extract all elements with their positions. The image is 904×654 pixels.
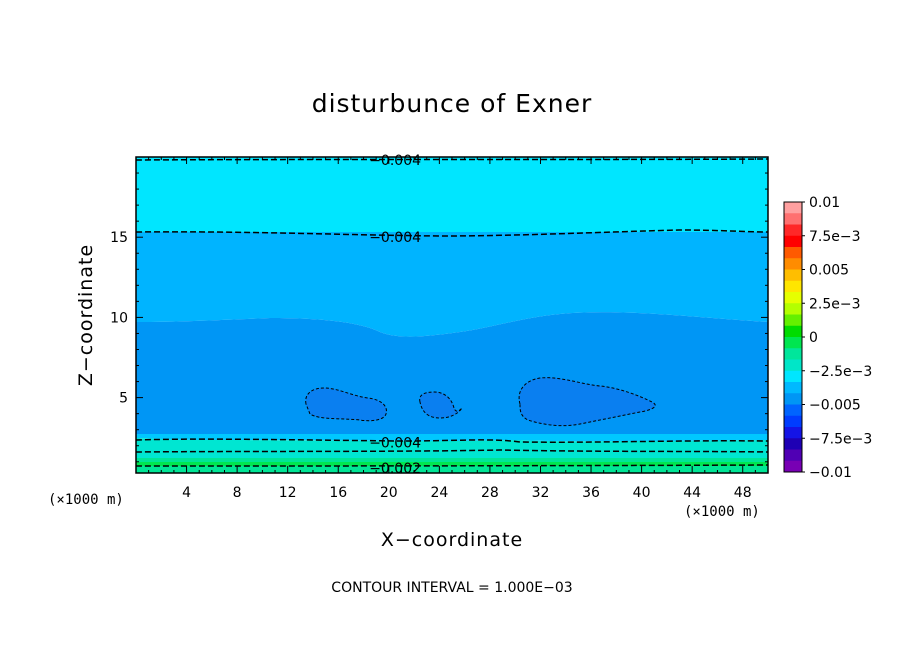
colorbar-cell xyxy=(784,325,802,338)
colorbar-cell xyxy=(784,258,802,270)
y-tick-label: 10 xyxy=(110,310,128,326)
x-tick-label: 36 xyxy=(582,485,600,501)
contour-lines xyxy=(136,158,768,467)
band-green-1 xyxy=(136,438,768,458)
contour-line-upper xyxy=(136,229,768,237)
plot-area xyxy=(136,157,768,473)
colorbar-tick-label: −0.005 xyxy=(809,398,861,414)
y-axis-label: Z−coordinate xyxy=(75,244,97,386)
colorbar-tick-label: 2.5e−3 xyxy=(809,296,861,312)
colorbar-cell xyxy=(784,427,802,439)
x-ticks: 4 8 12 16 20 24 28 32 36 40 44 48 xyxy=(148,157,756,501)
colorbar-cell xyxy=(784,460,802,473)
colorbar-tick-label: 0.01 xyxy=(809,195,840,211)
colorbar: 0.01 7.5e−3 0.005 2.5e−3 0 −2.5e−3 −0.005 −7.5e… xyxy=(783,195,872,481)
y-unit-label: (×1000 m) xyxy=(48,492,124,508)
y-tick-label: 15 xyxy=(110,230,128,246)
min-patch-2 xyxy=(419,391,463,419)
x-axis-label: X−coordinate xyxy=(381,529,523,551)
colorbar-tick-label: 0.005 xyxy=(809,263,849,279)
band-middle xyxy=(136,232,768,337)
colorbar-cell xyxy=(784,404,802,417)
x-tick-label: 32 xyxy=(532,485,550,501)
min-patch-3 xyxy=(518,377,656,427)
x-tick-label: 24 xyxy=(430,485,448,501)
colorbar-cell xyxy=(784,449,802,462)
colorbar-tick-label: −0.01 xyxy=(809,465,852,481)
colorbar-cell xyxy=(784,438,802,450)
min-patch-1 xyxy=(305,387,387,422)
minimum-patches xyxy=(305,377,656,427)
x-unit-label: (×1000 m) xyxy=(684,504,760,520)
x-tick-label: 20 xyxy=(380,485,398,501)
chart-title: disturbunce of Exner xyxy=(312,89,593,118)
x-tick-label: 40 xyxy=(633,485,651,501)
colorbar-tick-label: −7.5e−3 xyxy=(809,431,872,447)
contour-line-green xyxy=(136,449,768,453)
x-tick-label: 16 xyxy=(329,485,347,501)
colorbar-cell xyxy=(784,303,802,315)
colorbar-cell xyxy=(784,235,802,248)
contour-label: −0.004 xyxy=(369,436,421,452)
colorbar-labels: 0.01 7.5e−3 0.005 2.5e−3 0 −2.5e−3 −0.005 −7.5e… xyxy=(802,195,872,481)
colorbar-cell xyxy=(784,213,802,225)
colorbar-cell xyxy=(784,292,802,304)
contour-line-lower xyxy=(136,438,768,443)
colorbar-cell xyxy=(784,269,802,282)
contour-label: −0.004 xyxy=(369,153,421,169)
colorbar-cell xyxy=(784,370,802,383)
contour-labels: −0.004 −0.004 −0.004 −0.002 xyxy=(369,153,421,477)
colorbar-cell xyxy=(784,393,802,405)
contour-line-bottom xyxy=(136,464,768,467)
colorbar-cell xyxy=(784,280,802,293)
y-tick-label: 5 xyxy=(119,391,128,407)
x-tick-label: 8 xyxy=(233,485,242,501)
x-tick-label: 4 xyxy=(182,485,191,501)
colorbar-cell xyxy=(784,415,802,428)
contour-label: −0.004 xyxy=(369,230,421,246)
contour-interval-note: CONTOUR INTERVAL = 1.000E−03 xyxy=(331,580,572,596)
colorbar-tick-label: 7.5e−3 xyxy=(809,229,861,245)
x-tick-label: 28 xyxy=(481,485,499,501)
contour-label: −0.002 xyxy=(369,461,421,477)
colorbar-cell xyxy=(784,202,802,214)
colorbar-tick-label: −2.5e−3 xyxy=(809,364,872,380)
y-ticks: 5 10 15 xyxy=(110,172,768,463)
x-tick-label: 12 xyxy=(279,485,297,501)
colorbar-cell xyxy=(784,382,802,394)
x-tick-label: 48 xyxy=(734,485,752,501)
colorbar-cell xyxy=(784,348,802,360)
colorbar-cell xyxy=(784,224,802,237)
colorbar-cell xyxy=(784,359,802,372)
colorbar-cell xyxy=(784,337,802,349)
colorbar-tick-label: 0 xyxy=(809,330,818,346)
colorbar-cell xyxy=(784,314,802,327)
x-tick-label: 44 xyxy=(683,485,701,501)
contour-line-top xyxy=(136,158,768,161)
colorbar-cells xyxy=(784,202,802,473)
colorbar-cell xyxy=(784,247,802,259)
